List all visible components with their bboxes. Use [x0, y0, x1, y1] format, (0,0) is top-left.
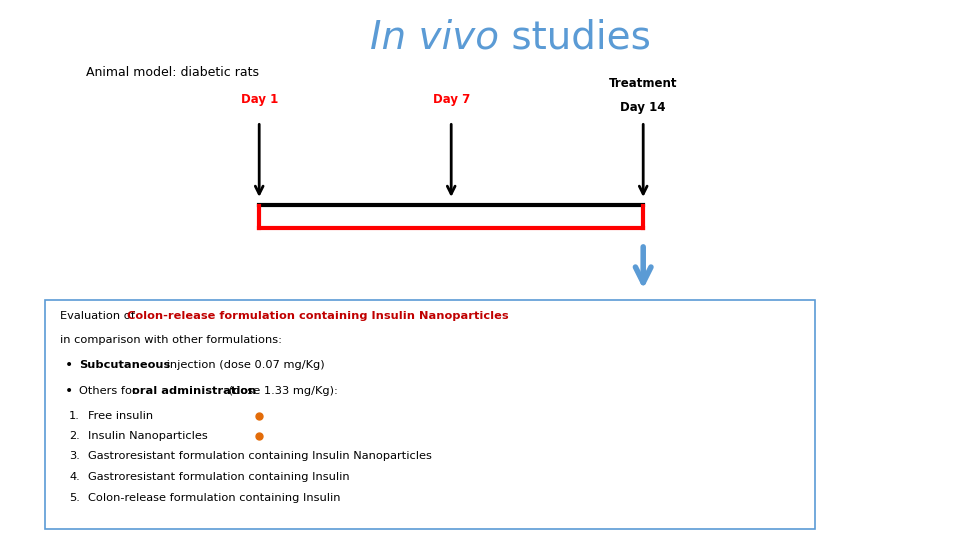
Text: Colon-release formulation containing Insulin: Colon-release formulation containing Ins… — [88, 493, 341, 503]
Text: 5.: 5. — [69, 493, 80, 503]
Text: Day 14: Day 14 — [620, 102, 666, 114]
Text: Others for: Others for — [79, 387, 140, 396]
Text: Evaluation of: Evaluation of — [60, 311, 138, 321]
Text: (dose 1.33 mg/Kg):: (dose 1.33 mg/Kg): — [225, 387, 338, 396]
Text: 3.: 3. — [69, 451, 80, 461]
Text: Treatment: Treatment — [609, 77, 678, 90]
Text: Animal model: diabetic rats: Animal model: diabetic rats — [86, 66, 259, 79]
Text: Subcutaneous: Subcutaneous — [79, 360, 170, 369]
Text: •: • — [65, 357, 74, 372]
Text: 4.: 4. — [69, 472, 80, 482]
Text: Insulin Nanoparticles: Insulin Nanoparticles — [88, 431, 208, 441]
Text: Day 1: Day 1 — [241, 93, 277, 106]
Text: RESULT 3: RESULT 3 — [18, 389, 28, 443]
Text: studies: studies — [499, 19, 651, 57]
Text: Colon-release formulation containing Insulin Nanoparticles: Colon-release formulation containing Ins… — [127, 311, 509, 321]
Text: Gastroresistant formulation containing Insulin: Gastroresistant formulation containing I… — [88, 472, 350, 482]
Text: 1.: 1. — [69, 411, 80, 421]
Text: 2.: 2. — [69, 431, 80, 441]
Text: injection (dose 0.07 mg/Kg): injection (dose 0.07 mg/Kg) — [163, 360, 324, 369]
Text: •: • — [65, 384, 74, 399]
Text: Gastroresistant formulation containing Insulin Nanoparticles: Gastroresistant formulation containing I… — [88, 451, 432, 461]
FancyBboxPatch shape — [45, 300, 815, 529]
Text: in comparison with other formulations:: in comparison with other formulations: — [60, 335, 281, 345]
Text: In vivo: In vivo — [371, 19, 499, 57]
Text: Free insulin: Free insulin — [88, 411, 154, 421]
Text: oral administration: oral administration — [132, 387, 255, 396]
Text: Day 7: Day 7 — [433, 93, 469, 106]
